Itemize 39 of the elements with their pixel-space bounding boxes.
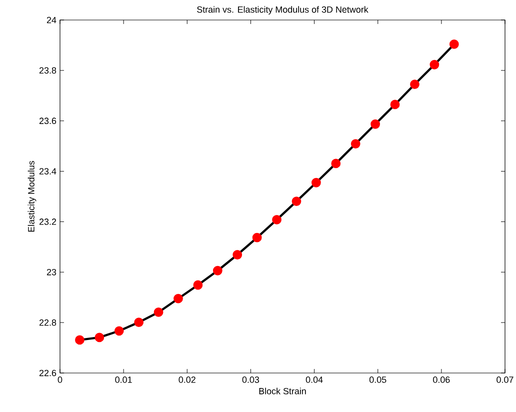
point	[114, 326, 124, 336]
y-axis-title: Elasticity Modulus	[28, 160, 36, 232]
point	[430, 60, 440, 70]
y-tick-label: 24	[46, 16, 56, 24]
point	[134, 318, 144, 328]
y-tick-label: 23.6	[39, 118, 56, 124]
x-tick-label: 0.04	[306, 376, 323, 383]
x-tick-label: 0	[58, 376, 62, 383]
point	[94, 332, 104, 342]
point	[292, 196, 302, 206]
point	[331, 158, 341, 168]
chart-title: Strain vs. Elasticity Modulus of 3D Network	[197, 6, 368, 14]
point	[272, 215, 282, 224]
y-tick-label: 23	[46, 268, 56, 276]
y-tick-label: 23.8	[39, 67, 56, 74]
point	[193, 280, 203, 290]
y-tick-label: 22.6	[39, 370, 56, 376]
x-tick-label: 0.07	[496, 376, 514, 383]
point	[350, 139, 360, 148]
x-tick-label: 0.02	[178, 376, 196, 383]
x-tick-label: 0.06	[433, 376, 450, 383]
point	[75, 335, 84, 345]
x-tick-label: 0.01	[115, 376, 132, 383]
point	[212, 266, 222, 276]
point	[174, 294, 183, 304]
point	[252, 232, 262, 242]
point	[390, 100, 400, 110]
x-axis-title: Block Strain	[259, 388, 306, 394]
point	[154, 308, 164, 317]
point	[449, 40, 459, 49]
point	[370, 119, 380, 129]
point	[312, 178, 321, 188]
y-tick-label: 22.8	[39, 319, 56, 326]
x-tick-label: 0.03	[242, 376, 260, 383]
y-tick-label: 23.2	[39, 218, 56, 225]
point	[232, 250, 242, 260]
point	[410, 80, 420, 89]
y-tick-label: 23.4	[39, 168, 56, 174]
x-tick-label: 0.05	[369, 376, 386, 383]
